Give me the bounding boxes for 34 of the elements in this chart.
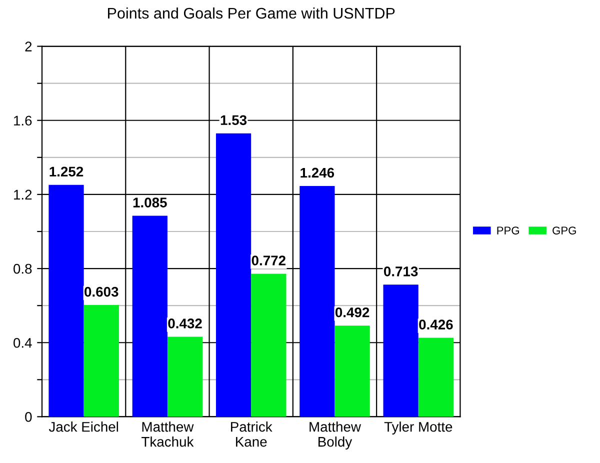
x-tick-label: Matthew Tkachuk xyxy=(142,422,194,447)
bar xyxy=(167,336,203,417)
x-tick-label: Matthew Boldy xyxy=(310,422,362,450)
y-tick-label: 2 xyxy=(25,42,32,52)
x-tick-label: Tyler Motte xyxy=(384,422,452,435)
data-label: 0.713 xyxy=(384,266,418,276)
bar xyxy=(84,305,119,417)
y-tick-label: 1.6 xyxy=(14,116,32,126)
bar xyxy=(383,284,418,417)
data-label: 1.53 xyxy=(220,115,247,126)
bar xyxy=(300,186,335,417)
bar xyxy=(216,133,252,417)
data-label: 1.252 xyxy=(50,166,84,177)
data-label: 0.432 xyxy=(168,318,202,328)
bar xyxy=(418,338,454,417)
data-label: 1.246 xyxy=(300,168,334,178)
data-label: 0.603 xyxy=(84,286,118,297)
y-tick-label: 0.8 xyxy=(14,264,32,274)
x-tick-label: Patrick Kane xyxy=(231,422,272,447)
bar xyxy=(48,184,84,417)
bar xyxy=(334,326,370,417)
y-tick-label: 1.2 xyxy=(14,190,32,200)
data-label: 0.492 xyxy=(335,307,370,318)
bar xyxy=(251,274,286,417)
legend-label: PPG xyxy=(497,226,519,234)
chart-title: Points and Goals Per Game with USNTDP xyxy=(108,7,395,19)
y-tick-label: 0.4 xyxy=(14,338,32,348)
legend-label: GPG xyxy=(552,226,576,234)
data-label: 0.772 xyxy=(252,256,286,266)
bar xyxy=(132,216,168,417)
y-tick-label: 0 xyxy=(25,412,32,422)
data-label: 0.426 xyxy=(419,320,453,330)
data-label: 1.085 xyxy=(133,198,167,208)
x-tick-label: Jack Eichel xyxy=(48,422,118,432)
